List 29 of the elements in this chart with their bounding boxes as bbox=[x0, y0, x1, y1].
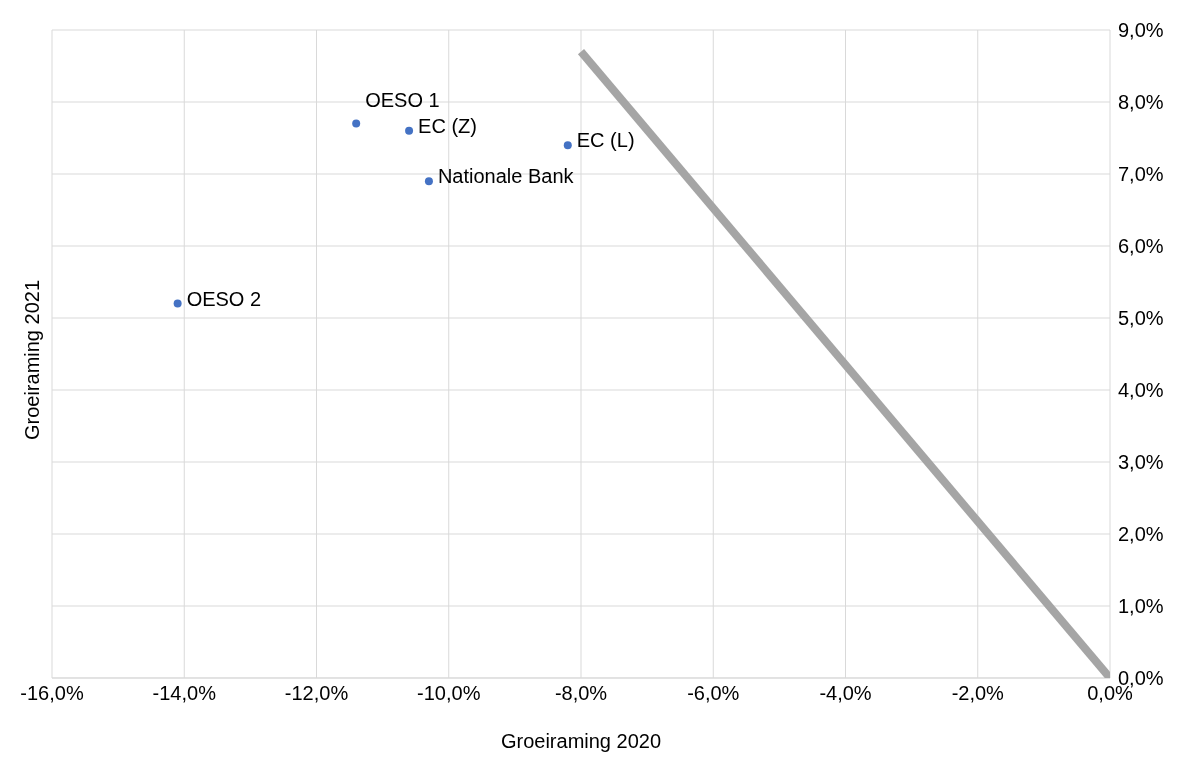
y-tick-label: 6,0% bbox=[1118, 235, 1164, 258]
y-tick-label: 9,0% bbox=[1118, 19, 1164, 42]
y-axis-title: Groeiraming 2021 bbox=[20, 279, 44, 441]
point bbox=[352, 119, 361, 128]
y-tick-label: 1,0% bbox=[1118, 595, 1164, 618]
point bbox=[424, 177, 433, 186]
x-axis-title: Groeiraming 2020 bbox=[500, 730, 662, 752]
point bbox=[405, 126, 414, 135]
series-label: Nationale Bank bbox=[437, 165, 575, 188]
y-tick-label: 5,0% bbox=[1118, 307, 1164, 330]
x-tick-label: -10,0% bbox=[417, 682, 481, 705]
y-tick-label: 3,0% bbox=[1118, 451, 1164, 474]
x-tick-label: -8,0% bbox=[554, 682, 608, 705]
x-tick-label: -14,0% bbox=[152, 682, 217, 705]
point bbox=[173, 299, 182, 308]
series-label: OESO 2 bbox=[186, 287, 262, 310]
series-label: EC (Z) bbox=[418, 115, 477, 138]
y-tick-label: 2,0% bbox=[1118, 523, 1164, 546]
x-tick-label: -2,0% bbox=[951, 682, 1005, 705]
point bbox=[563, 141, 572, 150]
x-tick-label: -12,0% bbox=[284, 682, 349, 705]
y-tick-label: 8,0% bbox=[1118, 91, 1164, 114]
series-label: EC (L) bbox=[576, 129, 635, 152]
x-tick-label: -16,0% bbox=[20, 682, 84, 705]
x-tick-label: -4,0% bbox=[819, 682, 872, 705]
y-tick-label: 4,0% bbox=[1118, 379, 1164, 402]
x-tick-label: -6,0% bbox=[687, 682, 740, 705]
series-label: OESO 1 bbox=[365, 88, 440, 111]
y-tick-label: 7,0% bbox=[1118, 163, 1164, 186]
